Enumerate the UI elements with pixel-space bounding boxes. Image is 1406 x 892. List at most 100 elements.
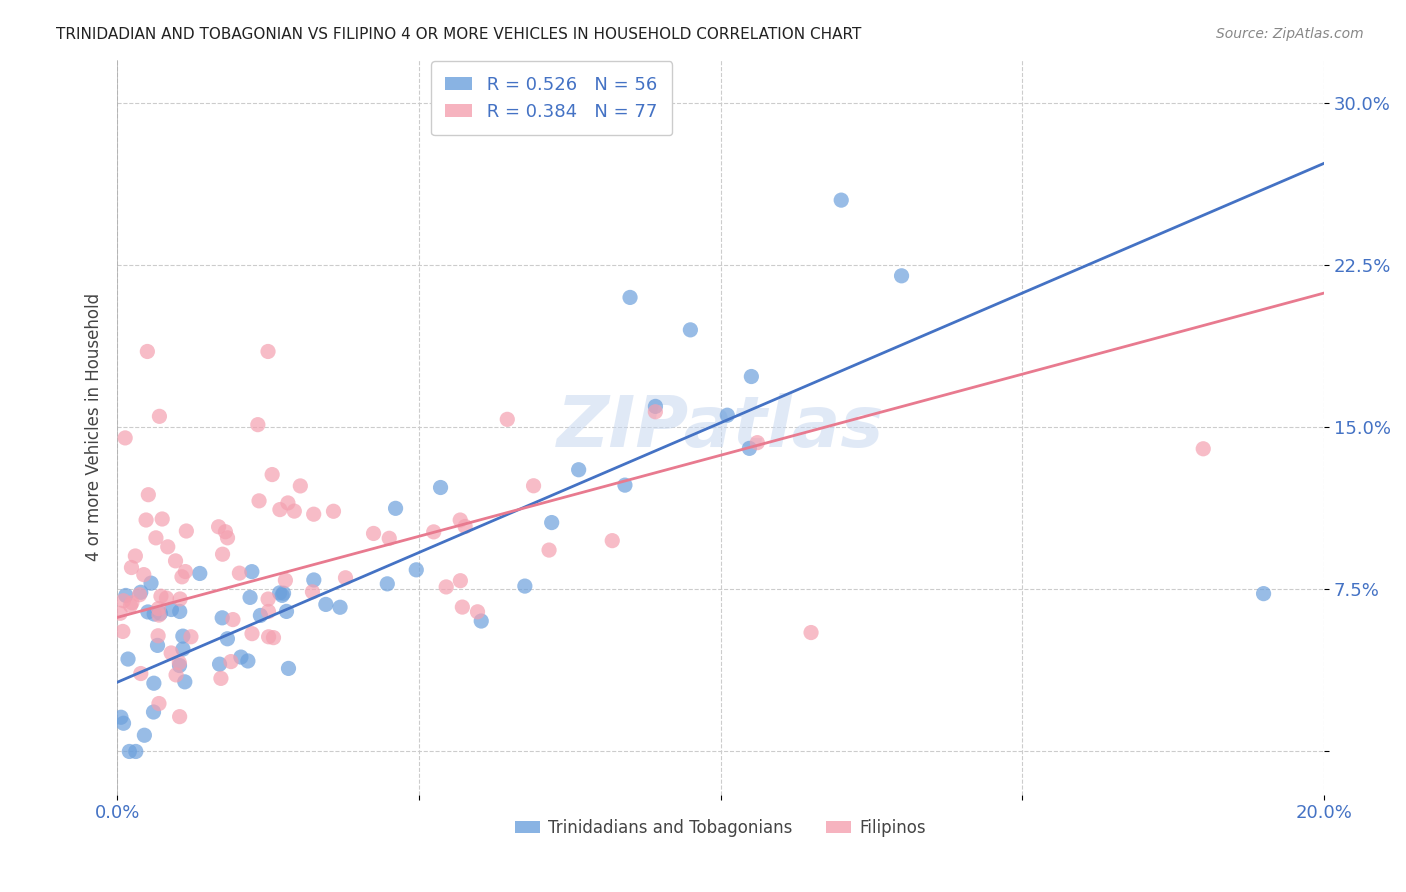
Point — [257, 630, 280, 644]
Point — [239, 591, 262, 605]
Point — [139, 576, 162, 591]
Point — [111, 624, 134, 639]
Point — [277, 496, 299, 510]
Point — [150, 512, 173, 526]
Point — [148, 608, 170, 623]
Point — [301, 584, 323, 599]
Point — [800, 625, 823, 640]
Point — [118, 744, 141, 758]
Text: TRINIDADIAN AND TOBAGONIAN VS FILIPINO 4 OR MORE VEHICLES IN HOUSEHOLD CORRELATI: TRINIDADIAN AND TOBAGONIAN VS FILIPINO 4… — [56, 27, 862, 42]
Point — [269, 502, 291, 516]
Point — [302, 573, 325, 587]
Point — [568, 463, 591, 477]
Point — [108, 607, 131, 621]
Point — [117, 652, 139, 666]
Point — [149, 589, 172, 603]
Point — [740, 369, 762, 384]
Point — [219, 655, 242, 669]
Point — [236, 654, 259, 668]
Point — [276, 604, 298, 618]
Point — [148, 601, 170, 615]
Point — [114, 431, 136, 445]
Point — [125, 744, 148, 758]
Point — [176, 524, 198, 538]
Point — [132, 567, 155, 582]
Point — [134, 728, 156, 742]
Point — [449, 574, 471, 588]
Point — [738, 442, 761, 456]
Point — [180, 630, 202, 644]
Point — [277, 661, 299, 675]
Point — [110, 710, 132, 724]
Point — [149, 607, 172, 621]
Point — [145, 531, 167, 545]
Point — [112, 593, 135, 607]
Point — [228, 566, 250, 581]
Point — [172, 629, 194, 643]
Point — [273, 586, 295, 600]
Point — [156, 540, 179, 554]
Point — [124, 549, 146, 563]
Point — [538, 543, 561, 558]
Point — [169, 709, 191, 723]
Point — [302, 507, 325, 521]
Point — [129, 585, 152, 599]
Point — [540, 516, 562, 530]
Point — [148, 697, 170, 711]
Point — [470, 614, 492, 628]
Point — [496, 412, 519, 426]
Point — [274, 574, 297, 588]
Point — [434, 580, 457, 594]
Point — [679, 323, 702, 337]
Y-axis label: 4 or more Vehicles in Household: 4 or more Vehicles in Household — [86, 293, 103, 561]
Point — [211, 547, 233, 561]
Point — [209, 672, 232, 686]
Point — [454, 519, 477, 533]
Point — [830, 193, 852, 207]
Point — [155, 591, 177, 606]
Point — [1253, 587, 1275, 601]
Point — [240, 626, 263, 640]
Point — [165, 668, 187, 682]
Point — [249, 608, 271, 623]
Point — [170, 570, 193, 584]
Point — [271, 588, 294, 602]
Point — [160, 602, 183, 616]
Point — [263, 631, 285, 645]
Point — [169, 656, 191, 670]
Point — [283, 504, 305, 518]
Point — [613, 478, 636, 492]
Point — [329, 600, 352, 615]
Point — [290, 479, 312, 493]
Point — [173, 674, 195, 689]
Point — [262, 467, 284, 482]
Point — [747, 435, 769, 450]
Point — [217, 531, 239, 545]
Point — [160, 646, 183, 660]
Point — [451, 600, 474, 615]
Point — [269, 586, 291, 600]
Point — [169, 658, 191, 673]
Point — [600, 533, 623, 548]
Point — [135, 513, 157, 527]
Point — [148, 409, 170, 424]
Point — [422, 524, 444, 539]
Point — [169, 605, 191, 619]
Point — [128, 588, 150, 602]
Point — [174, 565, 197, 579]
Text: Source: ZipAtlas.com: Source: ZipAtlas.com — [1216, 27, 1364, 41]
Point — [172, 642, 194, 657]
Point — [619, 290, 641, 304]
Point — [467, 605, 489, 619]
Point — [114, 589, 136, 603]
Point — [315, 598, 337, 612]
Point — [322, 504, 344, 518]
Point — [240, 565, 263, 579]
Point — [136, 344, 159, 359]
Point — [165, 554, 187, 568]
Point — [146, 639, 169, 653]
Point — [142, 676, 165, 690]
Point — [522, 479, 544, 493]
Point — [246, 417, 269, 432]
Point — [257, 604, 280, 618]
